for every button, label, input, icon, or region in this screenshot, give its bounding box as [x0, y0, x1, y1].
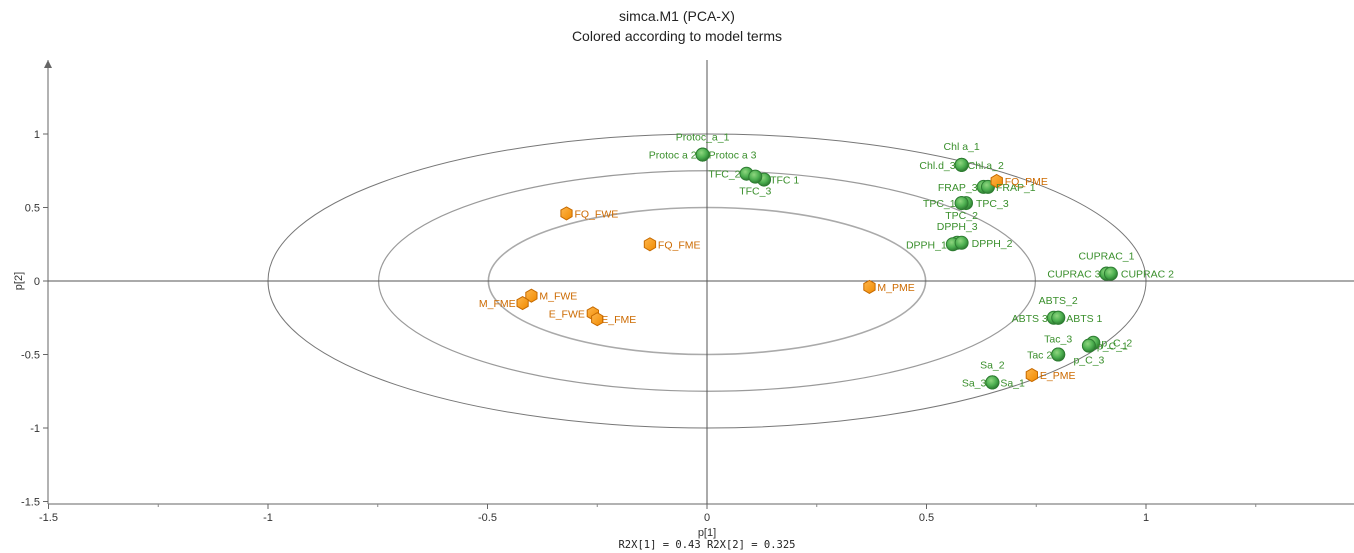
variable-label: Chl.a_2	[968, 160, 1004, 172]
variable-point	[695, 147, 710, 162]
variable-label: CUPRAC_1	[1078, 251, 1134, 263]
variable-label: FRAP_1	[996, 182, 1036, 194]
variable-label: TPC_2	[945, 210, 978, 222]
variable-label: Chl.d_3	[919, 160, 955, 172]
variable-label: CUPRAC 3	[1047, 269, 1100, 281]
variable-label: FRAP_3	[938, 182, 978, 194]
x-tick-label: 0.5	[919, 512, 934, 524]
variable-label: TPC_1	[923, 198, 956, 210]
variable-label: TFC_3	[739, 186, 771, 198]
variable-label: TPC_3	[976, 198, 1009, 210]
term-point	[863, 279, 876, 294]
term-label: FQ_PME	[1005, 176, 1048, 188]
term-label: FQ_FME	[658, 239, 701, 251]
r2x-footer: R2X[1] = 0.43 R2X[2] = 0.325	[618, 539, 795, 551]
term-point	[516, 296, 529, 311]
variable-label: Sa_3	[962, 377, 987, 389]
variable-point	[1103, 266, 1118, 281]
y-tick-label: 1	[34, 129, 40, 141]
term-point	[643, 237, 657, 252]
variable-point	[954, 235, 969, 250]
variable-label: TFC_2	[708, 169, 740, 181]
chart-subtitle: Colored according to model terms	[571, 28, 783, 44]
variable-label: DPPH_2	[972, 238, 1013, 250]
term-label: E_FME	[601, 314, 636, 326]
term-point	[1025, 368, 1038, 383]
variable-label: Tac 2	[1027, 350, 1052, 362]
variable-label: Protoc_a_1	[676, 132, 730, 144]
term-label: M_FWE	[539, 291, 577, 303]
variable-label: ABTS_2	[1039, 295, 1078, 307]
y-tick-label: 0	[34, 276, 40, 288]
x-tick-label: 0	[704, 512, 710, 524]
x-tick-label: -1	[263, 512, 273, 524]
y-axis-arrow	[44, 60, 52, 68]
variable-label: Sa_2	[980, 359, 1005, 371]
chart-title: simca.M1 (PCA-X)	[619, 8, 735, 24]
variable-label: ABTS 3	[1012, 313, 1048, 325]
variable-label: p_C_1	[1097, 341, 1128, 353]
variable-point	[1081, 338, 1096, 353]
x-tick-label: -0.5	[478, 512, 497, 524]
term-point	[560, 206, 573, 221]
term-point	[525, 288, 538, 303]
variable-label: DPPH_3	[937, 221, 978, 233]
term-label: E_FWE	[549, 308, 585, 320]
x-axis-title: p[1]	[698, 527, 716, 539]
term-label: FQ_FWE	[575, 208, 619, 220]
variable-label: TFC 1	[770, 175, 799, 187]
variable-point	[954, 196, 969, 211]
variable-label: CUPRAC 2	[1121, 269, 1174, 281]
x-tick-label: 1	[1143, 512, 1149, 524]
variable-label: ABTS 1	[1066, 313, 1102, 325]
variable-label: DPPH_1	[906, 239, 947, 251]
variable-point	[1051, 347, 1066, 362]
variable-label: Protoc a 3	[709, 150, 757, 162]
variable-point	[748, 169, 763, 184]
variable-label: Chl a_1	[944, 141, 980, 153]
variable-point	[1051, 310, 1066, 325]
y-tick-label: -1	[30, 423, 40, 435]
variable-label: p_C_2	[1101, 338, 1132, 350]
y-axis-title: p[2]	[13, 272, 25, 290]
variable-label: p_C_3	[1073, 355, 1104, 367]
y-tick-label: 0.5	[25, 203, 40, 215]
variable-label: Sa_1	[1000, 377, 1025, 389]
y-tick-label: -0.5	[21, 350, 40, 362]
term-point	[990, 173, 1003, 189]
variable-label: Tac_3	[1044, 334, 1072, 346]
x-tick-label: -1.5	[39, 512, 58, 524]
y-tick-label: -1.5	[21, 497, 40, 509]
variable-label: Protoc a 2	[649, 150, 697, 162]
term-point	[591, 312, 604, 327]
term-label: M_PME	[877, 282, 914, 294]
term-label: E_PME	[1040, 370, 1076, 382]
variable-point	[954, 157, 969, 172]
term-label: M_FME	[479, 298, 516, 310]
variable-point	[985, 375, 1000, 390]
